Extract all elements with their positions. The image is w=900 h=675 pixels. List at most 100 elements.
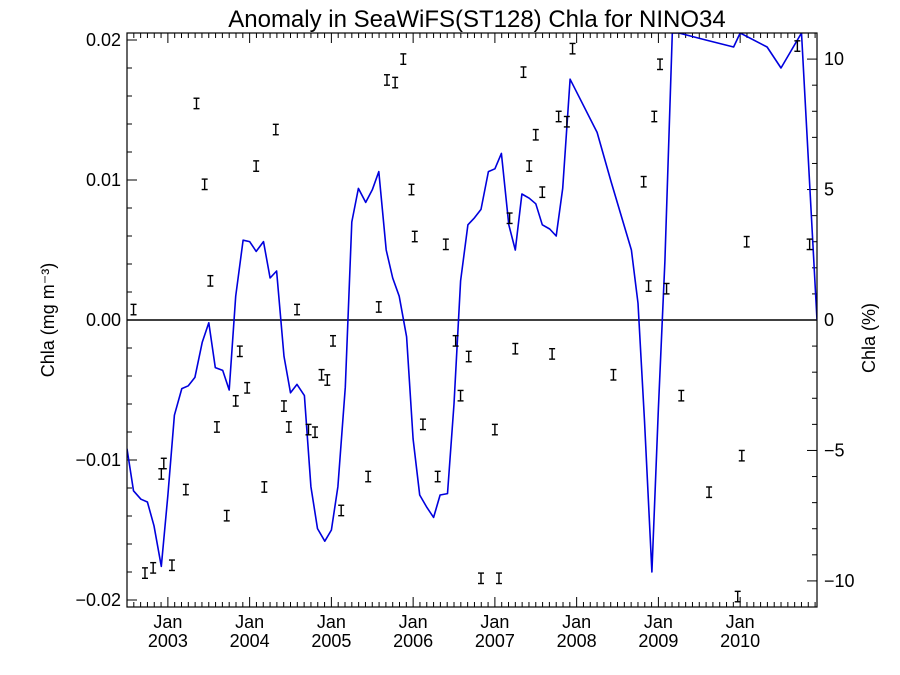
error-bar [645, 280, 652, 292]
error-bar [160, 457, 167, 470]
x-tick-month-label: Jan [480, 612, 509, 632]
error-bar [213, 421, 220, 433]
y-axis-right-label: Chla (%) [859, 303, 879, 373]
error-bar [495, 572, 502, 585]
error-bar [738, 449, 745, 462]
error-bar [158, 468, 165, 480]
error-bar [549, 348, 556, 360]
error-bar [253, 160, 260, 172]
error-bar [280, 400, 287, 413]
error-bar [223, 509, 230, 522]
error-bar [569, 42, 576, 55]
error-bar [520, 66, 527, 79]
error-bar [150, 561, 157, 574]
error-bar [232, 394, 239, 407]
error-bar [512, 342, 519, 355]
series-layer [127, 33, 817, 603]
error-bar [207, 274, 214, 287]
error-bar [706, 486, 713, 499]
error-bar [130, 303, 137, 316]
error-bar [419, 418, 426, 431]
anomaly-line [127, 33, 817, 573]
error-bar [261, 481, 268, 493]
error-bar [236, 345, 243, 358]
error-bar [330, 334, 337, 347]
error-bar [526, 160, 533, 172]
error-bar [294, 303, 301, 316]
axes-layer: −0.02−0.010.000.010.02−10−50510Jan2003Ja… [75, 30, 854, 651]
x-tick-year-label: 2009 [638, 631, 678, 651]
x-tick-month-label: Jan [317, 612, 346, 632]
x-tick-month-label: Jan [562, 612, 591, 632]
y-right-tick-label: 5 [824, 180, 834, 200]
error-bar [193, 97, 200, 110]
x-tick-year-label: 2004 [230, 631, 270, 651]
error-bar [244, 381, 251, 394]
error-bar [506, 212, 513, 225]
error-bar [442, 238, 449, 251]
y-left-tick-label: −0.02 [75, 590, 121, 610]
error-bar [312, 426, 319, 439]
error-bar [182, 483, 189, 496]
x-tick-month-label: Jan [644, 612, 673, 632]
x-tick-month-label: Jan [399, 612, 428, 632]
x-tick-year-label: 2007 [475, 631, 515, 651]
error-bar [408, 183, 415, 196]
error-bar [272, 123, 279, 136]
error-bar [434, 470, 441, 483]
y-axis-left-label: Chla (mg m⁻³) [38, 263, 58, 378]
error-bar [640, 175, 647, 188]
error-bar [452, 334, 459, 347]
error-bar [201, 178, 208, 191]
error-bar [324, 374, 331, 386]
error-bar [305, 423, 312, 436]
error-bar [539, 186, 546, 199]
chart-title: Anomaly in SeaWiFS(ST128) Chla for NINO3… [228, 6, 726, 33]
error-bar [318, 368, 325, 381]
error-bar [734, 590, 741, 603]
error-bar [610, 368, 617, 381]
y-right-tick-label: 0 [824, 310, 834, 330]
x-tick-year-label: 2010 [720, 631, 760, 651]
x-tick-year-label: 2006 [393, 631, 433, 651]
y-right-tick-label: −10 [824, 571, 855, 591]
y-left-tick-label: −0.01 [75, 450, 121, 470]
error-bar [383, 74, 390, 86]
error-bar [457, 389, 464, 402]
error-bar [743, 235, 750, 248]
error-bar [806, 238, 813, 251]
error-bar [168, 559, 175, 572]
x-tick-year-label: 2005 [311, 631, 351, 651]
error-bar [375, 301, 382, 313]
x-tick-month-label: Jan [235, 612, 264, 632]
error-bar [365, 470, 372, 483]
error-bar [338, 504, 345, 517]
y-left-tick-label: 0.01 [86, 170, 121, 190]
y-left-tick-label: 0.02 [86, 30, 121, 50]
error-bar [491, 423, 498, 436]
y-right-tick-label: 10 [824, 49, 844, 69]
error-bar [532, 128, 539, 141]
x-tick-month-label: Jan [726, 612, 755, 632]
y-left-tick-label: 0.00 [86, 310, 121, 330]
y-right-tick-label: −5 [824, 440, 845, 460]
error-bar [400, 53, 407, 66]
x-tick-year-label: 2008 [557, 631, 597, 651]
error-bar [411, 230, 418, 243]
x-tick-month-label: Jan [153, 612, 182, 632]
error-bar [285, 421, 292, 433]
error-bar [657, 58, 664, 71]
error-bar [392, 76, 399, 89]
error-bar [663, 282, 670, 295]
error-bar [563, 115, 570, 128]
error-bar [141, 567, 148, 579]
series-group [127, 33, 817, 603]
error-bar [477, 572, 484, 585]
error-bar [678, 389, 685, 402]
error-bar [651, 110, 658, 123]
error-bar [555, 110, 562, 123]
error-bar [465, 350, 472, 363]
plot-frame [126, 32, 818, 608]
x-tick-year-label: 2003 [148, 631, 188, 651]
